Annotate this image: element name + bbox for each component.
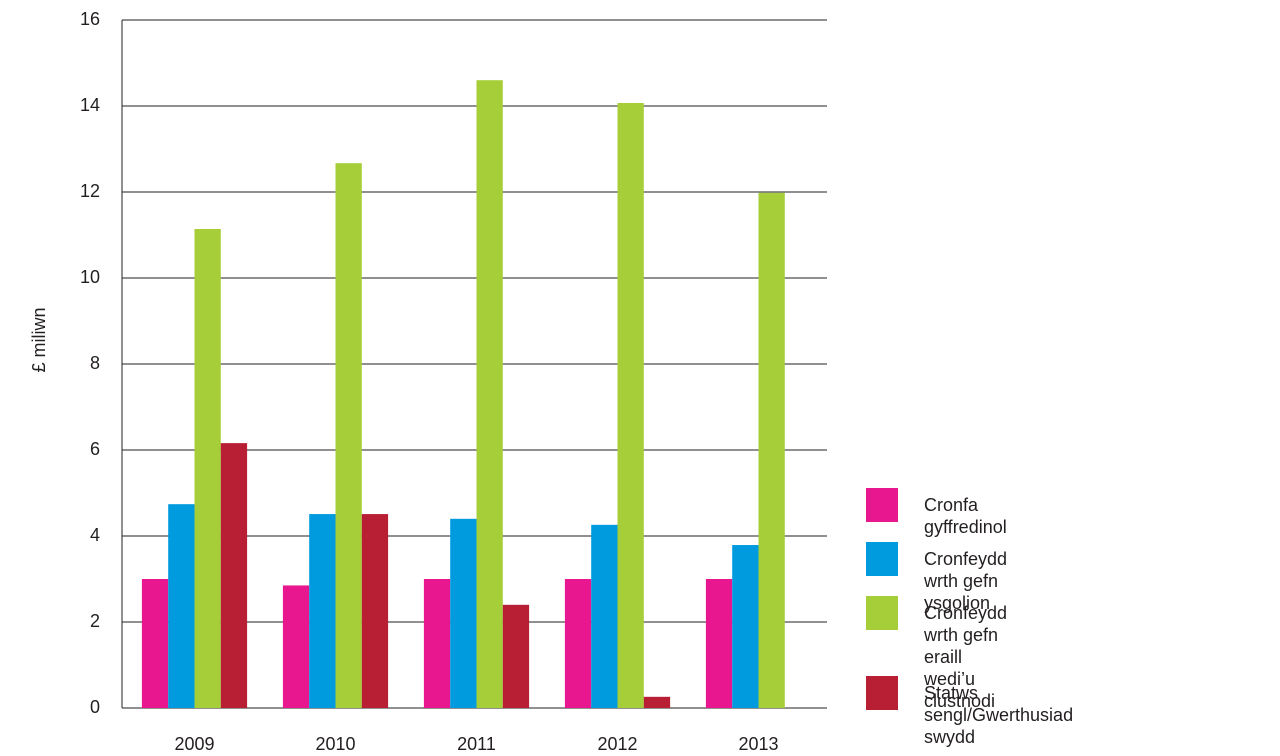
bar	[423, 579, 451, 708]
legend-swatch	[866, 488, 898, 522]
y-tick-label: 16	[80, 9, 100, 29]
y-tick-label: 14	[80, 95, 100, 115]
y-tick-label: 12	[80, 181, 100, 201]
legend-item: Cronfeydd wrth gefn ysgolion	[866, 542, 1007, 614]
bar	[643, 696, 671, 708]
bar	[564, 579, 592, 708]
bar	[732, 545, 759, 708]
x-tick-label: 2010	[315, 734, 355, 754]
legend-swatch	[866, 676, 898, 710]
legend-item: Statws sengl/Gwerthusiad swydd	[866, 676, 1073, 748]
bar	[591, 524, 618, 708]
legend-label: Cronfa gyffredinol	[924, 495, 1007, 537]
y-tick-label: 8	[90, 353, 100, 373]
y-tick-label: 4	[90, 525, 100, 545]
bar	[309, 514, 336, 708]
bar	[282, 585, 310, 708]
legend-item: Cronfa gyffredinol	[866, 488, 1007, 538]
bar	[168, 504, 195, 708]
bar	[758, 192, 785, 709]
bar	[361, 514, 389, 708]
y-tick-label: 10	[80, 267, 100, 287]
bar	[220, 443, 248, 708]
y-tick-label: 2	[90, 611, 100, 631]
y-axis-label: £ miliwn	[29, 307, 49, 372]
y-tick-label: 0	[90, 697, 100, 717]
bar	[194, 228, 221, 709]
legend-item: Cronfeydd wrth gefn eraill wedi’u clustn…	[866, 596, 1007, 712]
bar	[617, 102, 644, 709]
bar	[450, 518, 477, 708]
x-tick-label: 2011	[457, 734, 496, 754]
bar	[141, 579, 169, 708]
bar	[705, 579, 733, 708]
legend-swatch	[866, 596, 898, 630]
legend-label: Cronfeydd wrth gefn eraill wedi’u clustn…	[924, 603, 1008, 711]
x-tick-label: 2013	[738, 734, 778, 754]
bar	[476, 80, 503, 708]
legend-swatch	[866, 542, 898, 576]
legend-label: Statws sengl/Gwerthusiad swydd	[924, 683, 1074, 747]
x-tick-label: 2012	[597, 734, 637, 754]
bar	[502, 604, 530, 708]
x-tick-label: 2009	[174, 734, 214, 754]
y-tick-label: 6	[90, 439, 100, 459]
bar	[335, 163, 362, 708]
legend-label: Cronfeydd wrth gefn ysgolion	[924, 549, 1008, 613]
